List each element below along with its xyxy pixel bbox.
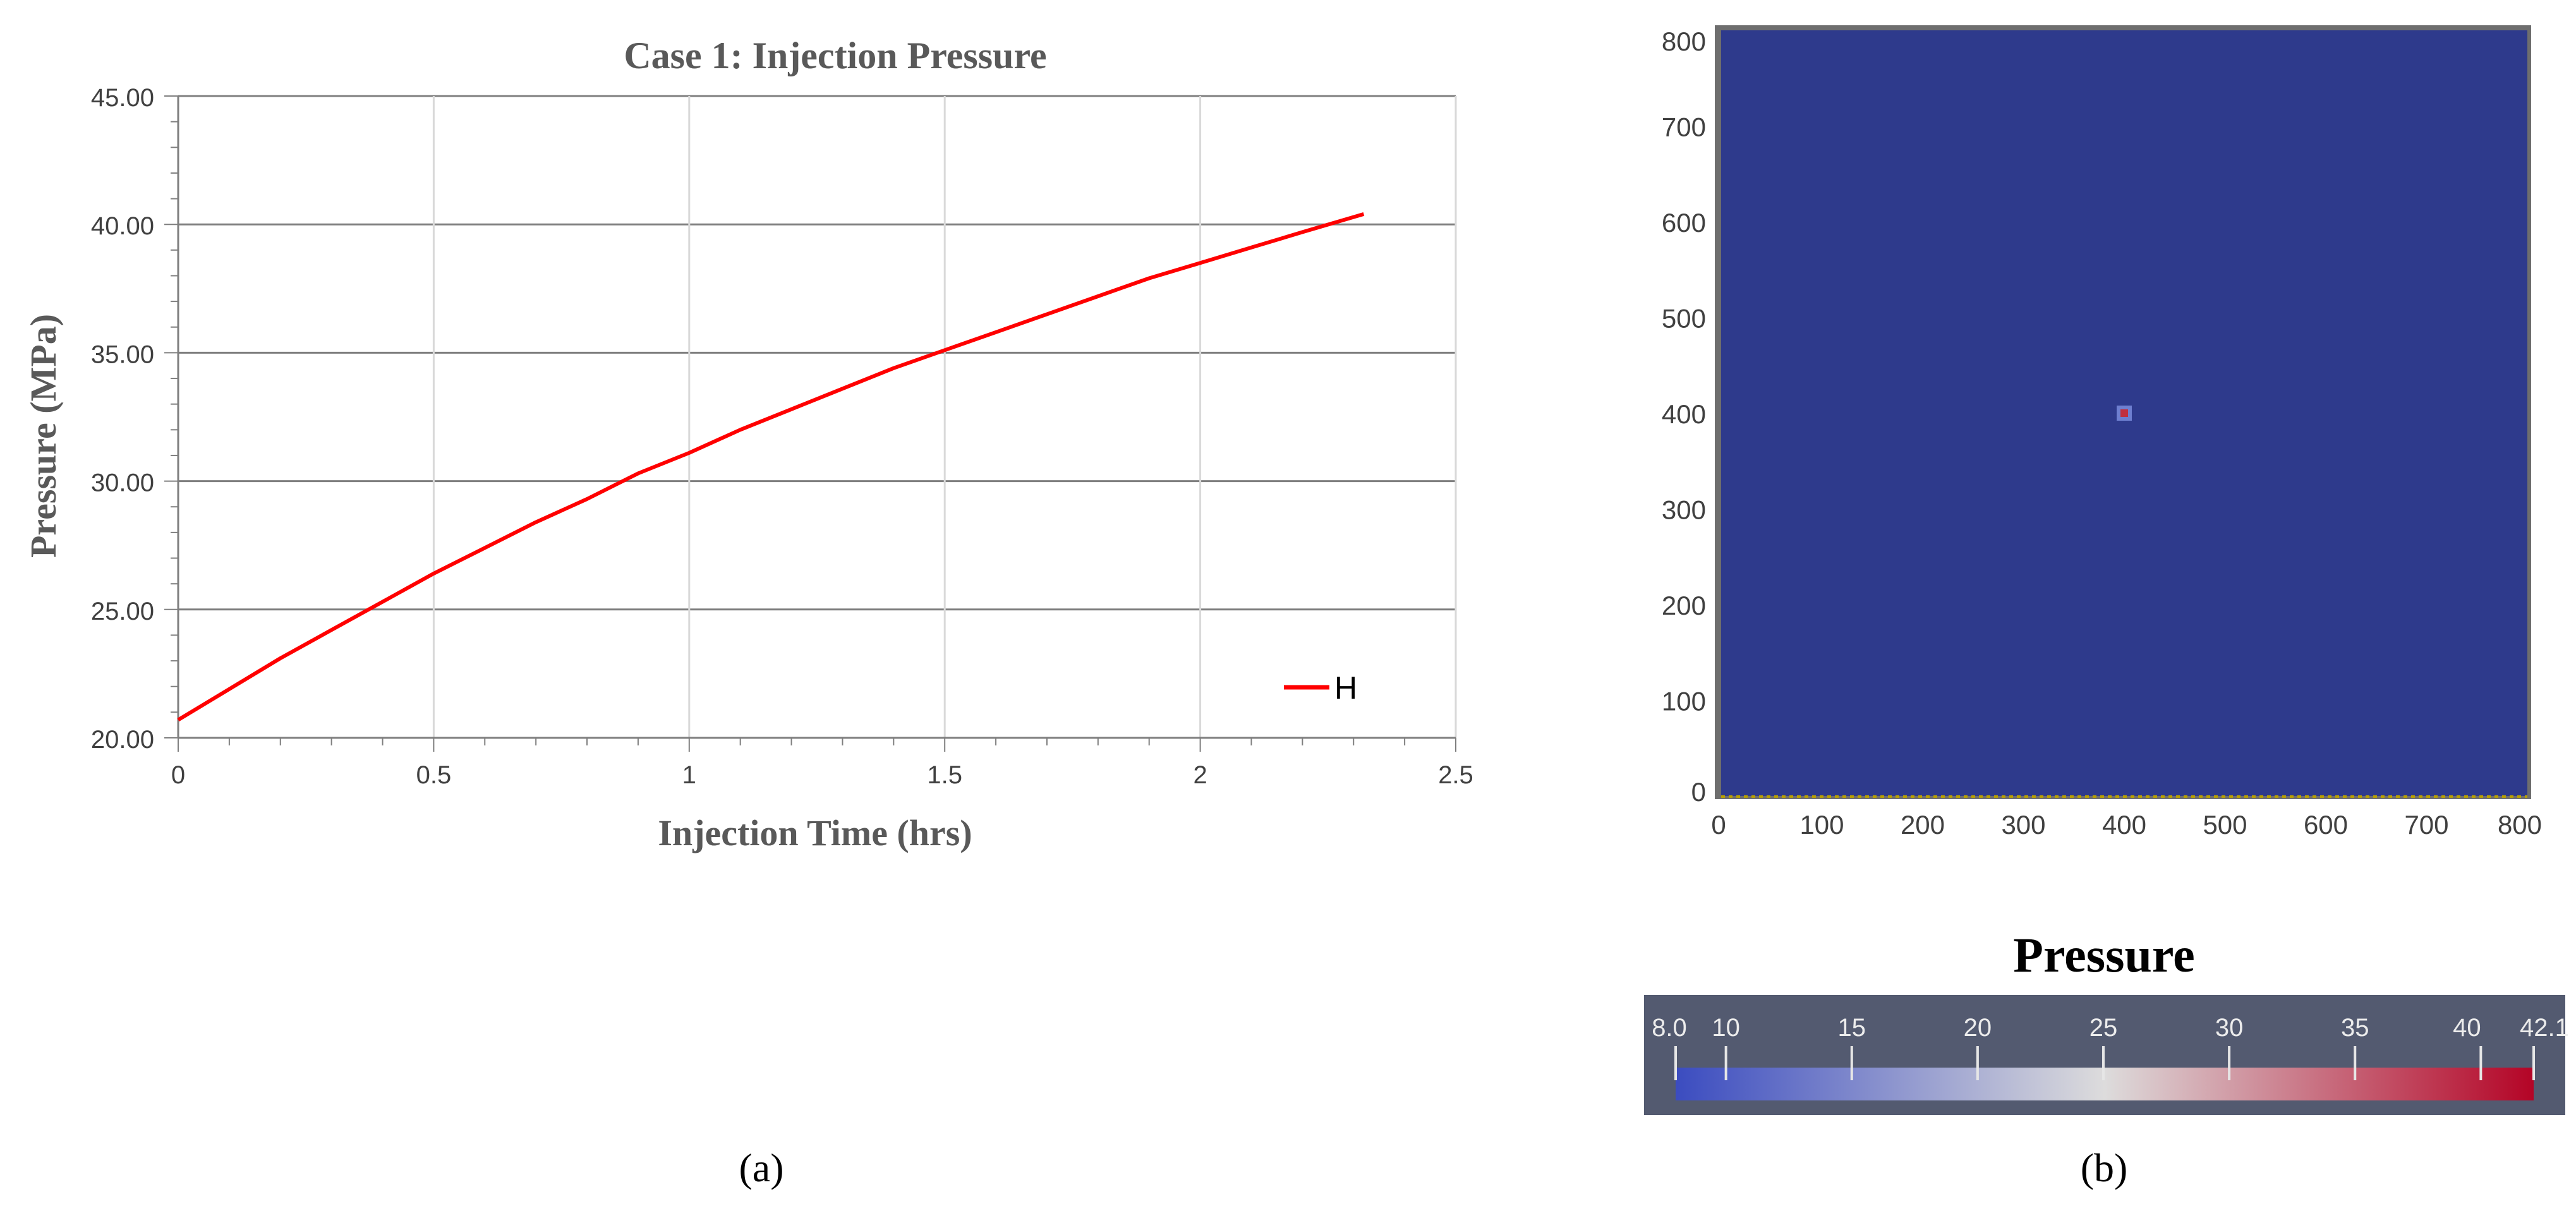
y-tick-labels: 0 100 200 300 400 500 600 700 800 [1662, 27, 1706, 807]
y-tick-label: 700 [1662, 112, 1706, 142]
colorbar-ticks: 8.0 10 15 20 25 30 35 40 42.1 [1652, 1014, 2569, 1080]
colorbar-tick-label: 40 [2453, 1014, 2481, 1042]
y-tick-label: 20.00 [91, 726, 154, 754]
x-tick-labels: 0 0.5 1 1.5 2 2.5 [171, 761, 1473, 789]
x-tick-label: 400 [2102, 810, 2146, 840]
x-tick-label: 2.5 [1438, 761, 1473, 789]
x-tick-label: 100 [1799, 810, 1844, 840]
x-tick-label: 700 [2404, 810, 2448, 840]
series-lines [177, 212, 1365, 722]
colorbar-tick-label: 30 [2215, 1014, 2244, 1042]
pressure-hotspot [2117, 406, 2132, 421]
colorbar-tick-label: 35 [2341, 1014, 2369, 1042]
y-tick-label: 500 [1662, 304, 1706, 334]
colorbar-title: Pressure [2013, 927, 2194, 982]
y-tick-label: 0 [1691, 777, 1706, 807]
y-tick-label: 300 [1662, 495, 1706, 525]
axes [164, 95, 1456, 752]
x-tick-label: 600 [2304, 810, 2348, 840]
y-axis-label: Pressure (MPa) [23, 314, 64, 558]
x-tick-label: 1 [682, 761, 696, 789]
y-tick-label: 40.00 [91, 212, 154, 240]
grid [178, 95, 1457, 738]
chart-title: Case 1: Injection Pressure [624, 35, 1046, 76]
panel-label-a: (a) [739, 1145, 783, 1190]
x-tick-label: 300 [2001, 810, 2045, 840]
panel-label-b: (b) [2081, 1145, 2128, 1190]
y-tick-label: 400 [1662, 399, 1706, 429]
x-tick-label: 0 [171, 761, 185, 789]
x-tick-label: 800 [2498, 810, 2542, 840]
x-tick-labels: 0 100 200 300 400 500 600 700 800 [1711, 810, 2542, 840]
colorbar-tick-label: 20 [1964, 1014, 1992, 1042]
y-tick-label: 600 [1662, 208, 1706, 238]
colorbar-tick-label: 15 [1838, 1014, 1866, 1042]
colorbar-tick-label: 42.1 [2520, 1014, 2569, 1042]
y-tick-label: 45.00 [91, 84, 154, 112]
y-tick-label: 35.00 [91, 340, 154, 368]
x-tick-label: 0 [1711, 810, 1726, 840]
x-tick-label: 0.5 [416, 761, 452, 789]
y-tick-label: 800 [1662, 27, 1706, 56]
colorbar-tick-label: 8.0 [1652, 1014, 1687, 1042]
x-tick-label: 500 [2203, 810, 2247, 840]
y-tick-label: 200 [1662, 591, 1706, 620]
x-axis-label: Injection Time (hrs) [658, 812, 972, 853]
y-tick-label: 30.00 [91, 469, 154, 497]
colorbar-tick-label: 25 [2089, 1014, 2118, 1042]
y-tick-label: 100 [1662, 687, 1706, 716]
y-tick-labels: 20.00 25.00 30.00 35.00 40.00 45.00 [91, 84, 154, 754]
heatmap-panel: 0 100 200 300 400 500 600 700 800 0 100 200 300 400 5… [1644, 25, 2569, 1190]
colorbar-tick-label: 10 [1712, 1014, 1740, 1042]
plot-area [178, 96, 1456, 738]
series-line-H [177, 212, 1365, 722]
x-tick-label: 2 [1193, 761, 1207, 789]
x-tick-label: 1.5 [927, 761, 962, 789]
y-tick-label: 25.00 [91, 598, 154, 625]
x-tick-label: 200 [1901, 810, 1945, 840]
hotspot-core [2120, 409, 2128, 417]
legend: H [1284, 670, 1357, 706]
legend-label: H [1334, 670, 1357, 706]
line-chart-panel: 20.00 25.00 30.00 35.00 40.00 45.00 0 0.5 1 1.5 2… [23, 35, 1473, 1190]
